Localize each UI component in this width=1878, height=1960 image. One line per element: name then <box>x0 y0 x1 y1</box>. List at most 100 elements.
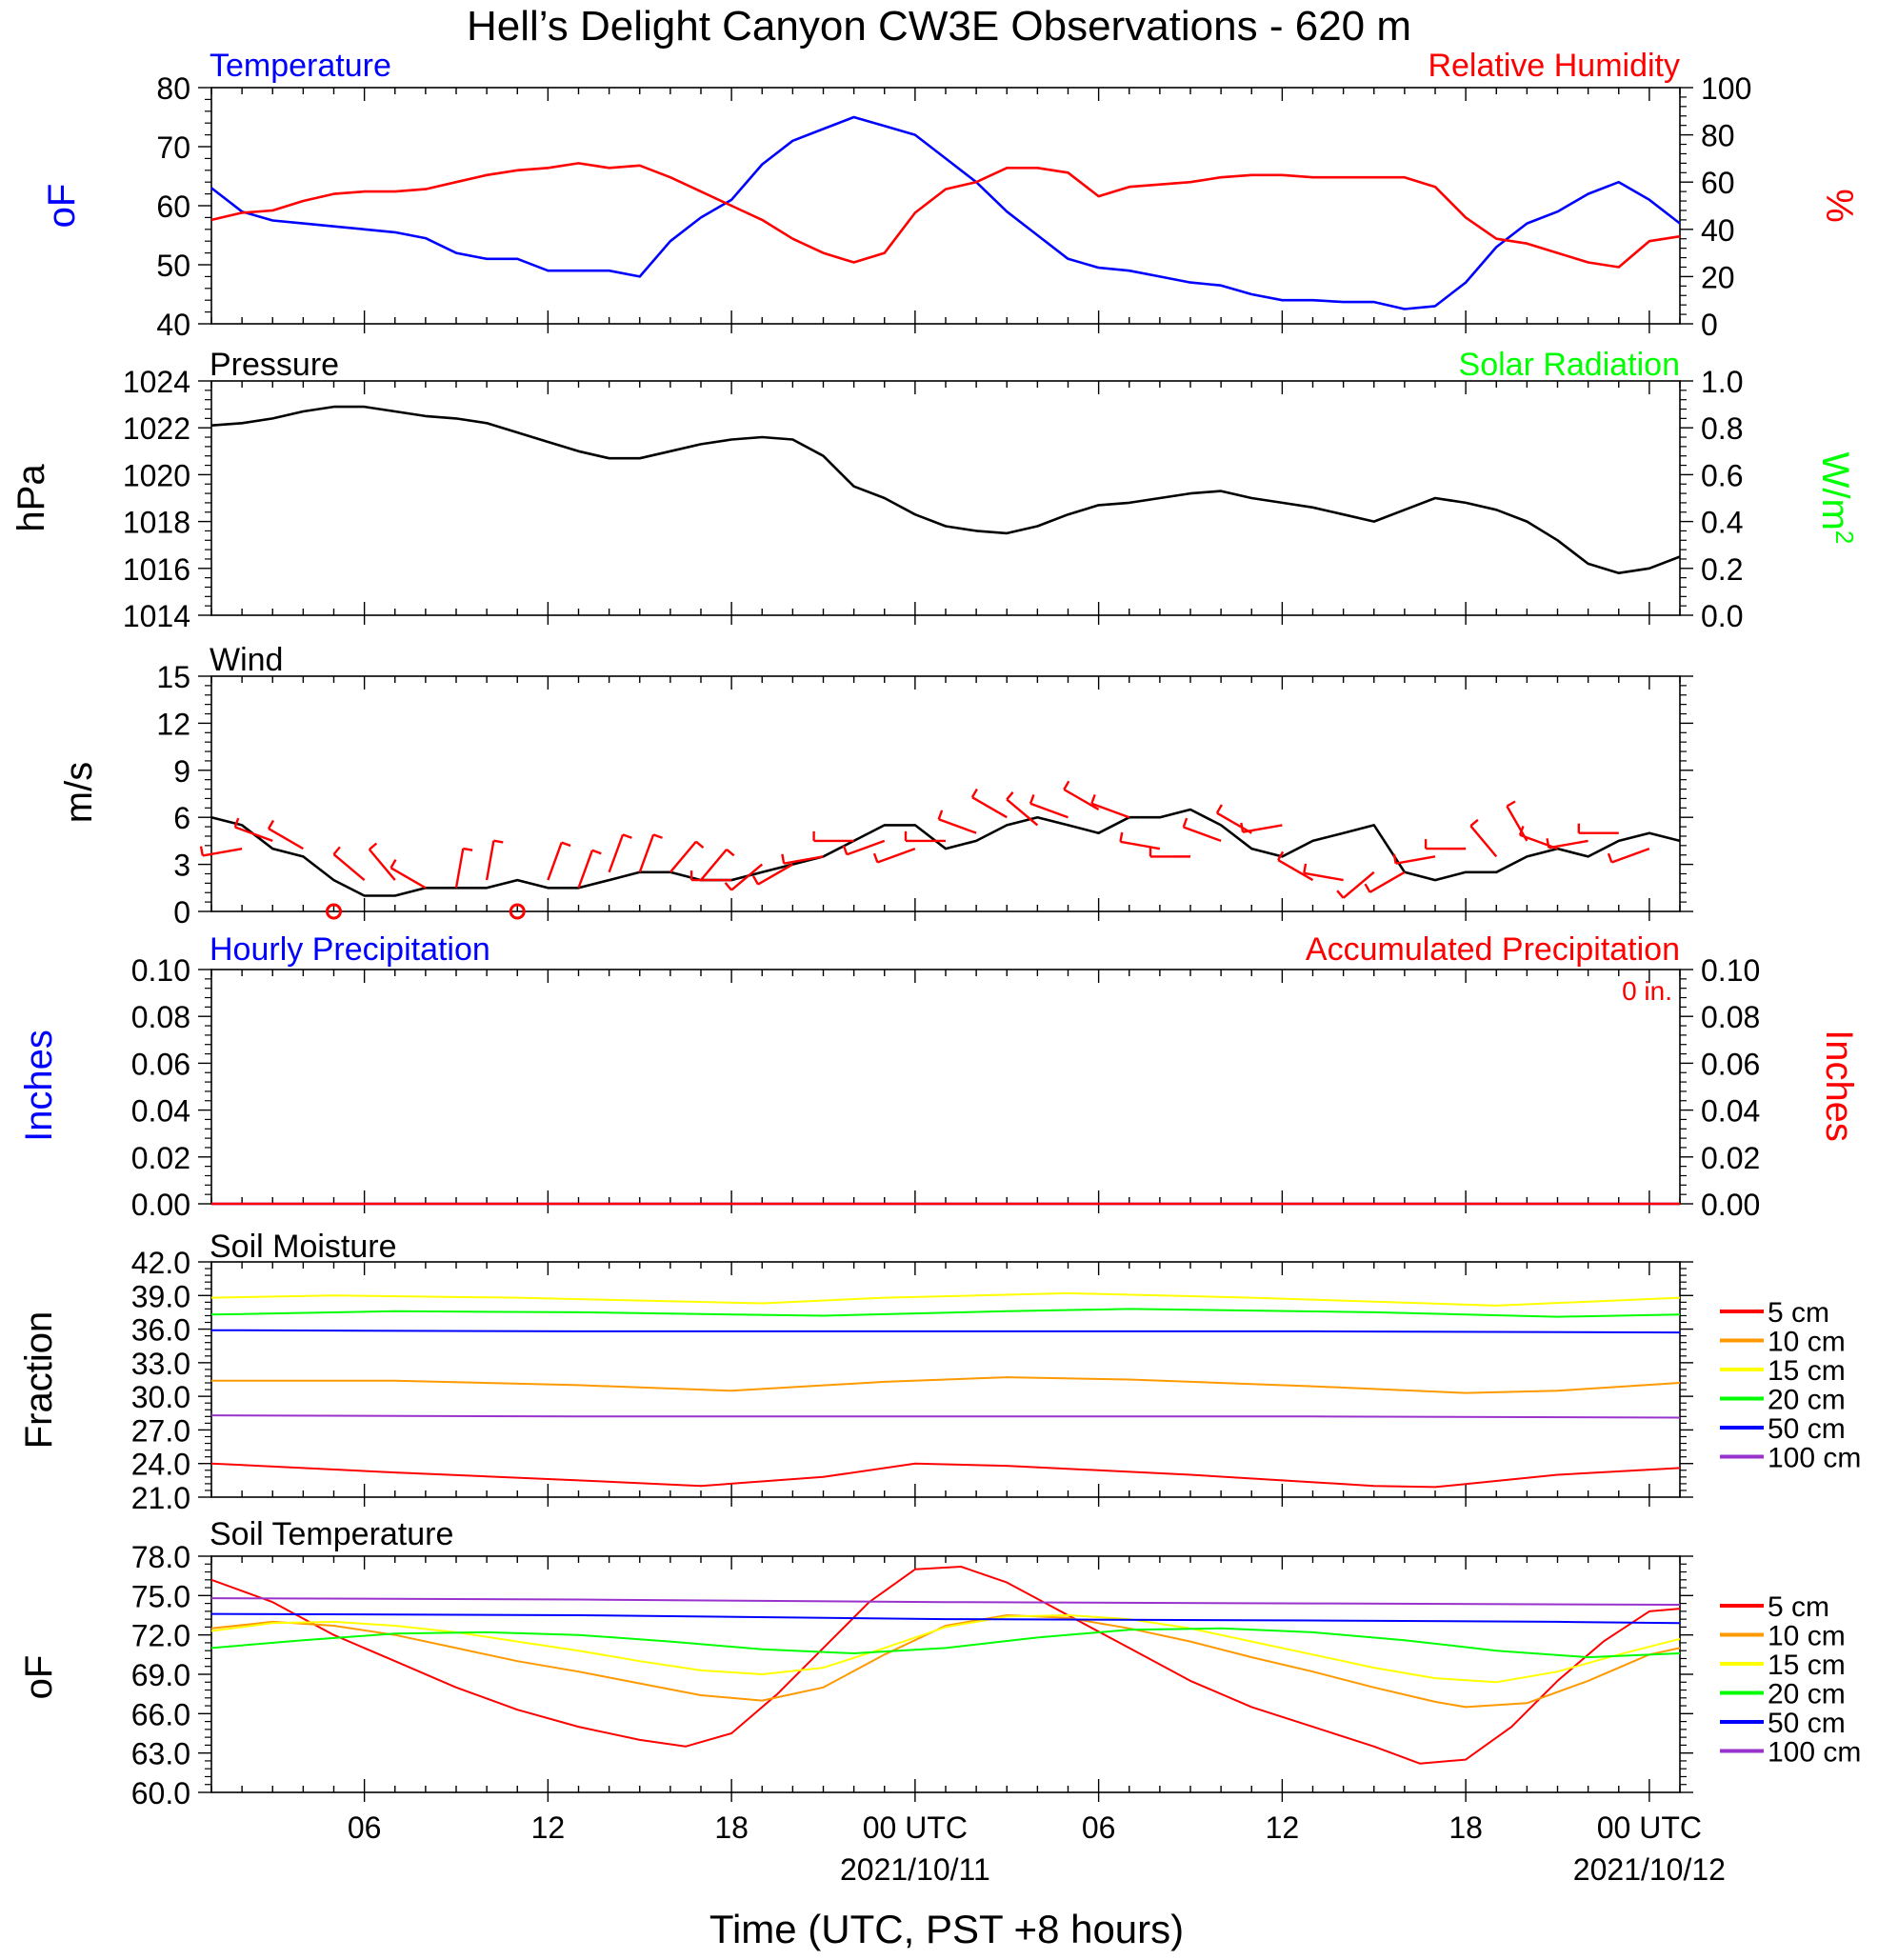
wind-barb-flag <box>233 817 240 828</box>
x-date-label: 2021/10/12 <box>1573 1852 1726 1887</box>
wind-barb <box>1369 870 1406 893</box>
temp_rh-y2-tick-label: 20 <box>1701 260 1735 294</box>
pressure-y2-tick-label: 0.4 <box>1701 506 1743 540</box>
accum-precip-annotation: 0 in. <box>1622 976 1672 1006</box>
wind-barb <box>1548 839 1588 850</box>
wind-barb <box>332 853 366 881</box>
wind-barb <box>1610 848 1650 864</box>
wind-barb <box>1469 825 1498 858</box>
soil_moisture-legend-label: 100 cm <box>1768 1443 1861 1474</box>
temp_rh-series-relative-humidity <box>210 162 1681 269</box>
wind-frame <box>210 675 1681 912</box>
pressure-y2-tick-label: 1.0 <box>1701 365 1743 399</box>
soil_moisture-legend-label: 20 cm <box>1768 1385 1846 1416</box>
wind-barb-flag <box>937 810 944 820</box>
precip-y-tick-label: 0.06 <box>131 1047 190 1081</box>
wind-barb-flag <box>1336 890 1345 899</box>
soil_temp-series-5-cm <box>210 1566 1681 1765</box>
wind-barb <box>1183 826 1222 843</box>
precip-y-tick-label: 0.00 <box>131 1188 190 1222</box>
wind-barb-flag <box>1364 883 1371 893</box>
wind-barb-flag <box>369 842 378 850</box>
wind-panel-title: Wind <box>210 642 283 678</box>
wind-barb <box>577 850 594 889</box>
wind-barb <box>1506 805 1528 842</box>
pressure-y2-tick-label: 0.8 <box>1701 411 1743 446</box>
x-tick-label: 18 <box>1448 1810 1483 1845</box>
precip-y-tick-label: 0.02 <box>131 1141 190 1175</box>
soil_moisture-legend-label: 50 cm <box>1768 1413 1846 1445</box>
pressure-y-tick-label: 1018 <box>123 506 190 540</box>
soil_moisture-series-100-cm <box>210 1414 1681 1419</box>
wind-barb <box>971 796 1008 819</box>
soil_moisture-y-tick-label: 33.0 <box>131 1347 190 1381</box>
soil_moisture-series-10-cm <box>211 1376 1681 1394</box>
soil_moisture-y-tick-label: 27.0 <box>131 1413 190 1448</box>
wind-barb <box>485 840 495 881</box>
soil_temp-y-tick-label: 63.0 <box>131 1737 190 1771</box>
wind-y-tick-label: 3 <box>173 849 190 883</box>
wind-barb <box>1304 871 1344 882</box>
wind-barb-flag <box>332 846 341 855</box>
wind-barb-flag <box>1182 817 1189 828</box>
pressure-panel: 1014 1016 1018 1020 1022 1024 0.0 0.2 0.4 0.6 0.8 1… <box>123 365 1744 633</box>
soil_moisture-series-15-cm <box>210 1291 1681 1307</box>
wind-barb <box>1120 840 1161 850</box>
wind-barb-flag <box>199 846 204 856</box>
precip-y2-tick-label: 0.10 <box>1701 953 1760 988</box>
soil_moisture-y-tick-label: 30.0 <box>131 1380 190 1414</box>
x-tick-label: 06 <box>1082 1810 1116 1845</box>
wind-barb <box>202 847 243 857</box>
wind-barb-flag <box>1240 822 1245 832</box>
solar-panel-title: Solar Radiation <box>1459 347 1680 383</box>
temp_rh-y-tick-label: 50 <box>156 249 190 283</box>
wind-barb <box>938 818 977 834</box>
soil_temp-legend-label: 5 cm <box>1768 1591 1829 1623</box>
wind-barb <box>1342 870 1375 899</box>
temp-panel-title: Temperature <box>210 48 391 84</box>
wind-barb-flag <box>751 875 760 886</box>
soil_moisture-y-tick-label: 24.0 <box>131 1448 190 1482</box>
wind-barb-flag <box>1546 838 1550 849</box>
soil_temp-legend-label: 50 cm <box>1768 1708 1846 1739</box>
soil_moisture-legend-label: 5 cm <box>1768 1297 1829 1329</box>
wind-barb <box>700 849 728 881</box>
wind-barb <box>1006 798 1039 827</box>
temp_rh-y2-tick-label: 100 <box>1701 71 1751 106</box>
pressure-y-tick-label: 1016 <box>123 552 190 587</box>
temp_rh-y2-tick-label: 40 <box>1701 213 1735 248</box>
soil_temp-y-tick-label: 60.0 <box>131 1776 190 1810</box>
wind-barb <box>368 849 396 881</box>
wind-barb-flag <box>1119 831 1124 843</box>
soil-moisture-units: Fraction <box>18 1311 60 1450</box>
wind-barb-flag <box>1607 852 1613 863</box>
wind-barb-flag <box>724 882 733 891</box>
rh-units: % <box>1818 189 1860 223</box>
wind-barb-flag <box>1029 793 1035 805</box>
soil-temp-units: oF <box>18 1655 60 1700</box>
pressure-panel-title: Pressure <box>210 347 339 383</box>
wind-barb-flag <box>781 853 786 864</box>
temp-units: oF <box>41 184 83 229</box>
wind-barb <box>268 828 304 850</box>
soil_moisture-legend-label: 10 cm <box>1768 1327 1846 1358</box>
wind-barb <box>547 842 563 881</box>
wind-barb <box>1216 811 1252 834</box>
pressure-y-tick-label: 1024 <box>123 365 190 399</box>
temp_rh-panel: 40 50 60 70 80 0 20 40 60 80 100 <box>156 71 1751 342</box>
x-date-label: 2021/10/11 <box>840 1852 990 1887</box>
wind-barb <box>608 833 625 873</box>
rh-panel-title: Relative Humidity <box>1428 48 1680 84</box>
pressure-y-tick-label: 1014 <box>123 599 190 633</box>
wind-y-tick-label: 9 <box>173 754 190 789</box>
wind-barb-flag <box>622 833 632 839</box>
wind-barb-flag <box>726 848 735 857</box>
precip-y2-tick-label: 0.04 <box>1701 1094 1760 1129</box>
wind-barb-flag <box>1063 780 1070 790</box>
temp_rh-y2-tick-label: 60 <box>1701 166 1735 200</box>
soil_moisture-series-50-cm <box>210 1329 1681 1334</box>
temp_rh-y-tick-label: 40 <box>156 308 190 342</box>
precip-y2-tick-label: 0.02 <box>1701 1141 1760 1175</box>
wind-calm-circle <box>509 903 526 920</box>
